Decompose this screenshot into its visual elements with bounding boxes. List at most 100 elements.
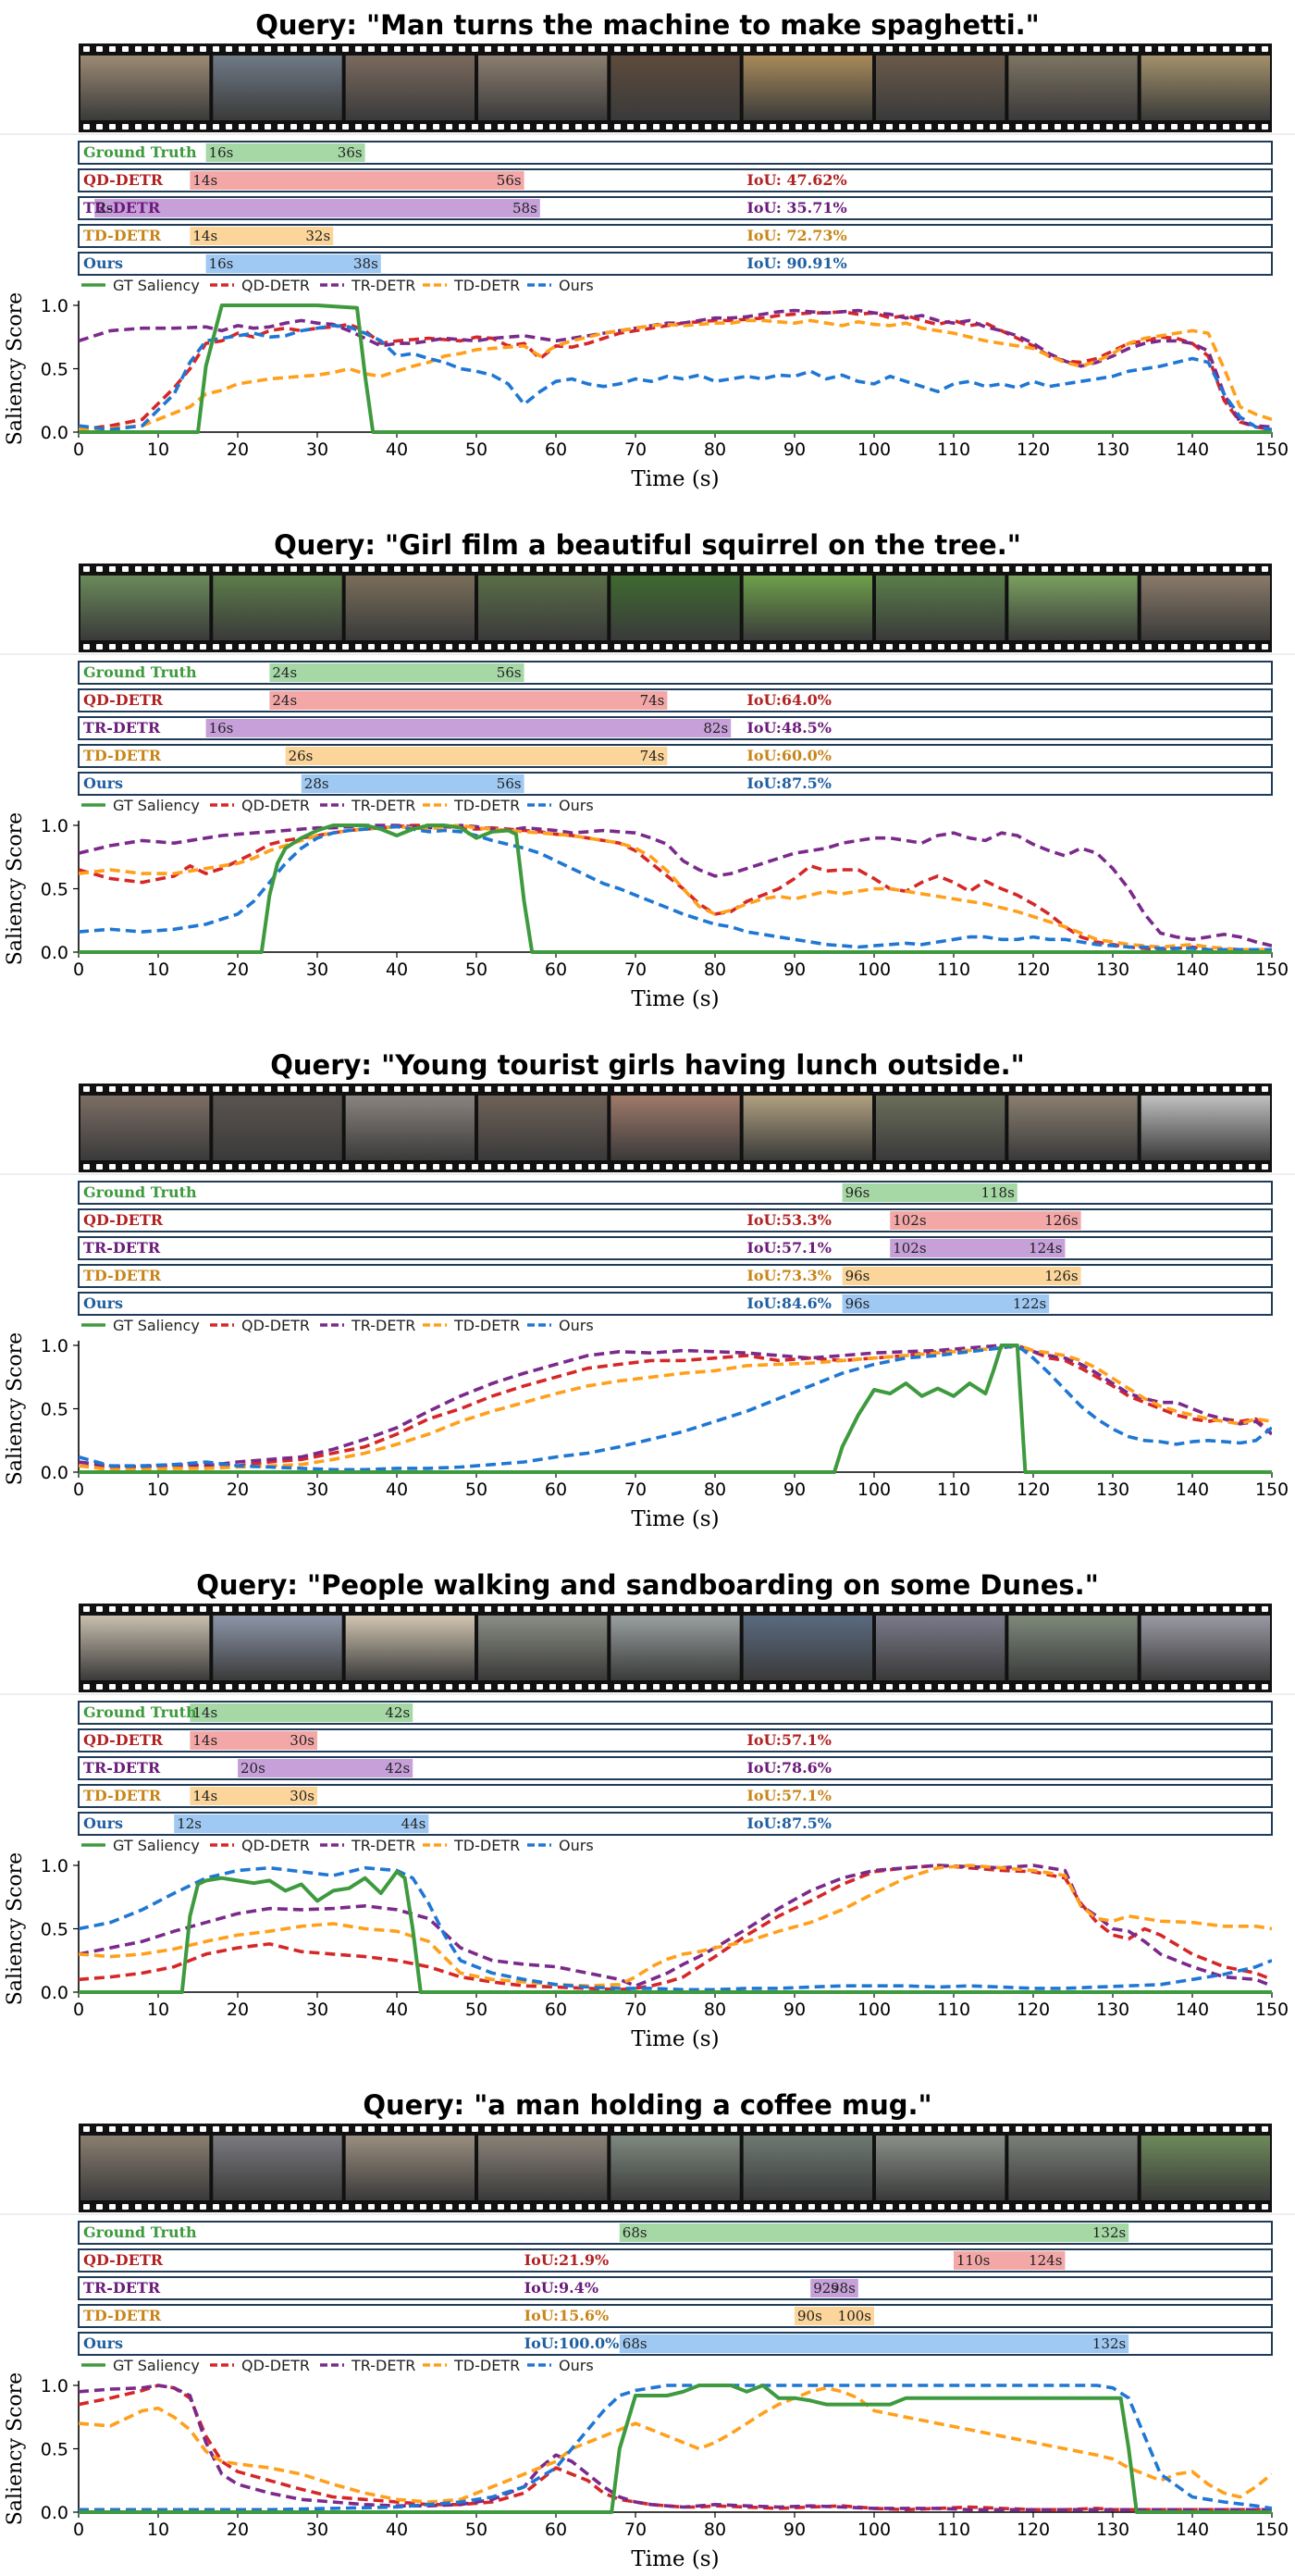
legend-label-gt: GT Saliency [113, 2357, 200, 2374]
query-title: Query: "People walking and sandboarding … [196, 1569, 1099, 1601]
x-tick-label: 30 [306, 2000, 328, 2020]
span-row-ours: Ours 12s 44s IoU:87.5% [78, 1812, 1273, 1836]
video-frame-thumbnail [80, 576, 210, 640]
span-row-label: TR-DETR [83, 199, 161, 217]
span-row-gt: Ground Truth 16s 36s [78, 141, 1273, 165]
legend-label-qd: QD-DETR [241, 1317, 310, 1334]
plot-axes: 0 10 20 30 40 50 60 70 80 90 100 110 120 130 140 150 0.0… [4, 812, 1289, 1011]
x-tick-label: 0 [73, 2520, 84, 2540]
span-start-label: 68s [623, 2224, 648, 2241]
x-tick-label: 30 [306, 1480, 328, 1500]
y-axis-label: Saliency Score [4, 2372, 27, 2525]
chart-panel-5: Query: "a man holding a coffee mug." Grou… [0, 2089, 1295, 2571]
query-title: Query: "a man holding a coffee mug." [363, 2089, 931, 2121]
chart-legend: GT Saliency QD-DETR TR-DETR TD-DETR Ours [81, 2357, 594, 2374]
span-bar [190, 1787, 317, 1805]
video-frame-thumbnail [213, 2136, 342, 2200]
series-line-td [79, 318, 1272, 432]
x-tick-label: 20 [227, 2000, 249, 2020]
video-frame-thumbnail [1008, 576, 1138, 640]
plot-axes: 0 10 20 30 40 50 60 70 80 90 100 110 120 130 140 150 0.0… [4, 292, 1289, 491]
span-end-label: 132s [1092, 2335, 1126, 2352]
x-tick-label: 140 [1176, 440, 1209, 460]
span-end-label: 100s [838, 2308, 871, 2324]
x-tick-label: 60 [545, 440, 567, 460]
span-row-label: QD-DETR [83, 2251, 164, 2269]
video-frame-thumbnail [80, 2136, 210, 2200]
series-line-qd [79, 1344, 1272, 1470]
span-end-label: 118s [980, 1184, 1014, 1201]
x-tick-label: 130 [1096, 1480, 1129, 1500]
span-row-td: TD-DETR 14s 30s IoU:57.1% [78, 1784, 1273, 1808]
y-tick-label: 1.0 [41, 296, 68, 316]
video-frame-thumbnail [213, 56, 342, 120]
x-tick-label: 90 [783, 2520, 806, 2540]
span-start-label: 110s [956, 2252, 990, 2269]
span-start-label: 28s [304, 775, 329, 792]
series-line-ours [79, 1865, 1272, 1992]
video-frame-thumbnail [345, 1096, 475, 1160]
span-bar [269, 663, 524, 682]
x-tick-label: 150 [1255, 2000, 1289, 2020]
span-start-label: 16s [209, 144, 234, 161]
span-end-label: 30s [290, 1732, 314, 1749]
span-start-label: 14s [192, 1732, 217, 1749]
legend-label-qd: QD-DETR [241, 1837, 310, 1854]
span-end-label: 74s [640, 748, 665, 764]
span-row-tr: TR-DETR 20s 42s IoU:78.6% [78, 1756, 1273, 1780]
span-start-label: 102s [893, 1240, 926, 1257]
span-row-ours: Ours 28s 56s IoU:87.5% [78, 772, 1273, 796]
iou-label: IoU:87.5% [746, 1814, 832, 1832]
x-tick-label: 130 [1096, 2000, 1129, 2020]
span-bar [842, 1183, 1018, 1202]
video-frame-thumbnail [80, 1616, 210, 1680]
iou-label: IoU:57.1% [746, 1787, 832, 1804]
x-tick-label: 40 [386, 1480, 408, 1500]
x-tick-label: 50 [465, 2520, 487, 2540]
span-bar [190, 1731, 317, 1750]
legend-label-tr: TR-DETR [351, 1837, 415, 1854]
series-line-td [79, 1864, 1272, 1988]
span-end-label: 132s [1092, 2224, 1126, 2241]
span-start-label: 2s [97, 200, 113, 217]
x-tick-label: 0 [73, 440, 84, 460]
x-tick-label: 30 [306, 2520, 328, 2540]
span-end-label: 98s [831, 2280, 856, 2297]
y-axis-label: Saliency Score [4, 292, 27, 445]
span-end-label: 124s [1029, 1240, 1062, 1257]
legend-label-ours: Ours [559, 277, 594, 294]
x-tick-label: 40 [386, 440, 408, 460]
iou-label: IoU:60.0% [746, 747, 832, 764]
span-row-label: TD-DETR [83, 1267, 162, 1284]
span-row-ours: Ours 16s 38s IoU: 90.91% [78, 252, 1273, 276]
x-tick-label: 30 [306, 960, 328, 980]
x-tick-label: 60 [545, 1480, 567, 1500]
chart-panel-4: Query: "People walking and sandboarding … [0, 1569, 1295, 2051]
x-tick-label: 80 [704, 1480, 726, 1500]
span-row-qd: QD-DETR 102s 126s IoU:53.3% [78, 1208, 1273, 1232]
video-frame-thumbnail [1141, 2136, 1270, 2200]
video-frame-thumbnail [345, 576, 475, 640]
span-bar [619, 2334, 1129, 2353]
iou-label: IoU:78.6% [746, 1759, 832, 1777]
span-row-td: TD-DETR 26s 74s IoU:60.0% [78, 744, 1273, 768]
query-title: Query: "Girl film a beautiful squirrel o… [274, 529, 1021, 561]
x-tick-label: 0 [73, 2000, 84, 2020]
span-start-label: 96s [845, 1184, 870, 1201]
chart-legend: GT Saliency QD-DETR TR-DETR TD-DETR Ours [81, 797, 594, 814]
x-tick-label: 120 [1017, 1480, 1050, 1500]
span-bar [190, 227, 334, 245]
x-tick-label: 80 [704, 2000, 726, 2020]
span-row-td: TD-DETR 96s 126s IoU:73.3% [78, 1264, 1273, 1288]
x-tick-label: 50 [465, 1480, 487, 1500]
x-tick-label: 0 [73, 960, 84, 980]
video-frame-thumbnail [345, 2136, 475, 2200]
x-tick-label: 90 [783, 1480, 806, 1500]
span-bar [842, 1267, 1081, 1285]
span-end-label: 56s [497, 172, 522, 189]
video-frame-thumbnail [1008, 56, 1138, 120]
y-tick-label: 0.5 [41, 1920, 68, 1940]
x-tick-label: 150 [1255, 440, 1289, 460]
series-line-ours [79, 2384, 1272, 2512]
